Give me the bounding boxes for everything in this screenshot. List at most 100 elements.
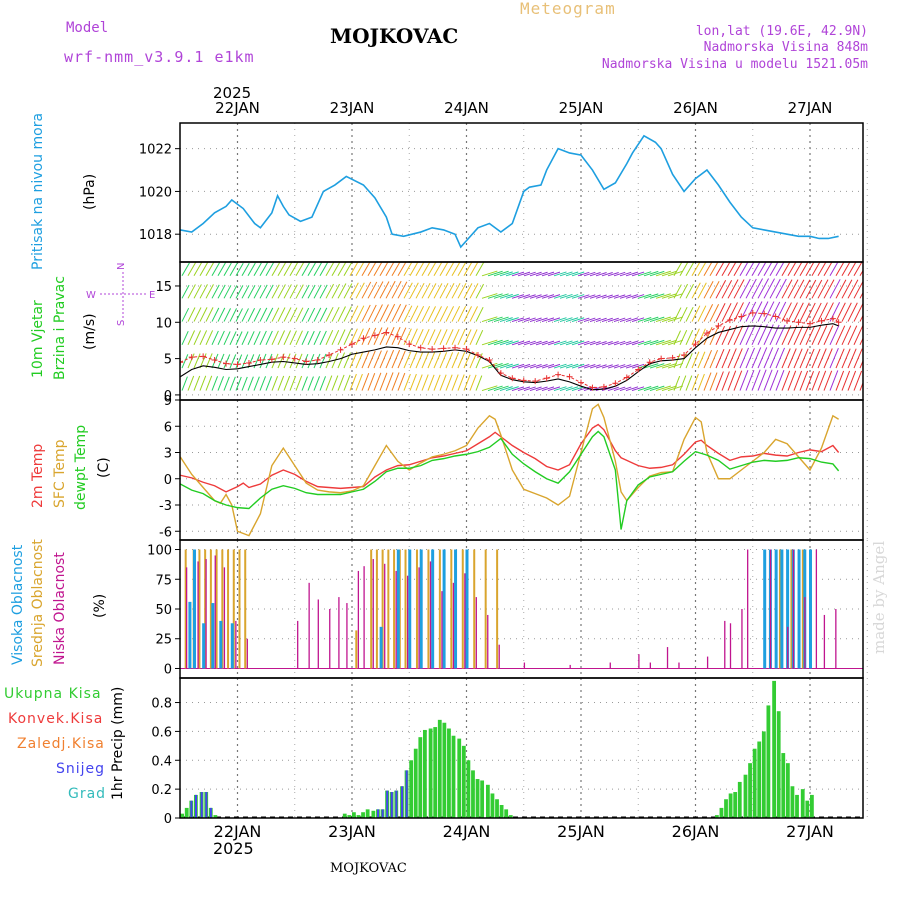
cloud-mid-bar	[221, 549, 224, 669]
precip-total-bar	[437, 719, 442, 818]
precip-snow-bar	[405, 770, 408, 818]
wind-gust-marker	[658, 355, 665, 362]
precip-total-bar	[461, 745, 466, 818]
cloud-low-bar	[395, 570, 397, 669]
y-tick-label: 6	[164, 420, 172, 435]
legend-total-rain: Ukupna Kisa	[4, 686, 102, 702]
day-label-top: 26JAN	[673, 99, 718, 117]
wind-gust-marker	[257, 357, 264, 364]
altitude-text: Nadmorska Visina 848m	[703, 40, 868, 55]
wind-gust-marker	[784, 317, 791, 324]
precip-snow-bar	[395, 790, 398, 818]
year-bottom: 2025	[213, 839, 254, 858]
cloud-low-bar	[724, 620, 726, 669]
precip-total-bar	[805, 800, 810, 818]
cloud-low-bar	[747, 549, 749, 669]
cloud-high-bar	[396, 549, 400, 669]
footer-station: MOJKOVAC	[330, 861, 407, 876]
cloud-high-bar	[202, 623, 206, 669]
cloud-mid-bar	[232, 549, 235, 669]
cloud-high-bar	[442, 549, 446, 669]
wind-gust-marker	[807, 320, 813, 327]
wind-gust-marker	[520, 377, 527, 384]
station-title: MOJKOVAC	[330, 24, 459, 48]
precip-total-bar	[475, 779, 480, 818]
lonlat-text: lon,lat (19.6E, 42.9N)	[695, 24, 868, 39]
wind-gust-marker	[497, 370, 504, 377]
precip-total-bar	[447, 728, 451, 818]
cloud-mid-bar	[381, 549, 384, 669]
cloud-low-bar	[835, 609, 837, 669]
wind-gust-marker	[383, 329, 390, 336]
y-tick-label: 5	[164, 353, 172, 368]
cloud-high-bar	[230, 623, 234, 669]
wind-gust-marker	[326, 351, 333, 358]
wind-gust-marker	[835, 319, 842, 326]
precip-snow-bar	[209, 807, 212, 818]
wind-gust-marker	[795, 319, 802, 326]
y-tick-label: 9	[164, 394, 172, 409]
y-tick-label: -6	[159, 525, 172, 540]
wind-gust-marker	[429, 346, 436, 353]
wind-gust-marker	[200, 353, 207, 360]
cloud-mid-bar	[438, 549, 441, 669]
y-tick-label: 0	[164, 662, 172, 677]
cloud-high-bar	[211, 603, 215, 669]
cloud-low-bar	[214, 555, 216, 669]
precip-total-bar	[451, 735, 456, 818]
cloud-low-bar	[406, 575, 409, 669]
compass-cross	[100, 272, 146, 318]
cloud-mid-bar	[387, 549, 390, 669]
day-label-top: 27JAN	[788, 99, 833, 117]
day-label-top: 24JAN	[444, 99, 489, 117]
cloud-high-bar	[431, 549, 435, 669]
precip-total-bar	[361, 812, 365, 818]
y-tick-label: 15	[155, 280, 172, 295]
wind-gust-marker	[600, 383, 607, 390]
day-label-top: 22JAN	[215, 99, 260, 117]
wind-gust-marker	[314, 357, 321, 364]
cloud-mid-bar	[415, 549, 418, 669]
precip-total-bar	[504, 809, 509, 818]
temp-2m-line	[180, 423, 840, 493]
precip-total-bar	[422, 729, 427, 818]
legend-hail: Grad	[68, 786, 107, 802]
cloud-mid-bar	[209, 549, 212, 669]
precip-total-bar	[342, 813, 347, 818]
cloud-low-bar	[363, 566, 365, 669]
cloud-low-bar	[523, 662, 526, 669]
wind-gust-marker	[829, 315, 836, 322]
precip-total-bar	[213, 815, 218, 818]
y-tick-label: 1018	[139, 228, 172, 243]
precip-total-bar	[737, 781, 742, 818]
wind-gust-marker	[566, 373, 573, 380]
day-label-bottom: 23JAN	[328, 822, 376, 841]
cloud-low-bar	[384, 563, 386, 669]
wind-gust-marker	[715, 322, 722, 329]
cloud-low-bar	[706, 656, 709, 669]
wind-gust-marker	[669, 354, 676, 361]
precip-total-bar	[418, 737, 423, 818]
cloud-low-bar	[329, 609, 331, 669]
precip-total-bar	[413, 748, 418, 818]
cloud-low-bar	[815, 549, 818, 669]
precip-total-bar	[409, 760, 414, 818]
wind-gust-marker	[509, 375, 516, 382]
y-tick-label: 100	[147, 544, 172, 559]
cloud-mid-bar	[215, 549, 218, 669]
cloud-high-bar	[419, 549, 423, 669]
wind-gust-marker	[703, 330, 710, 337]
precip-total-bar	[766, 705, 771, 818]
cloud-low-bar	[297, 620, 299, 669]
cloud-high-bar	[379, 626, 383, 669]
cloud-mid-bar	[204, 549, 207, 669]
precip-total-bar	[495, 799, 499, 818]
cloud-mid-bar	[244, 549, 247, 669]
day-label-bottom: 25JAN	[557, 822, 605, 841]
precip-total-bar	[733, 792, 738, 818]
wind-gust-marker	[337, 346, 344, 353]
cloud-high-bar	[763, 549, 767, 669]
cloud-high-bar	[192, 549, 196, 669]
model-altitude-text: Nadmorska Visina u modelu 1521.05m	[601, 57, 868, 72]
cloud-low-bar	[418, 567, 420, 669]
